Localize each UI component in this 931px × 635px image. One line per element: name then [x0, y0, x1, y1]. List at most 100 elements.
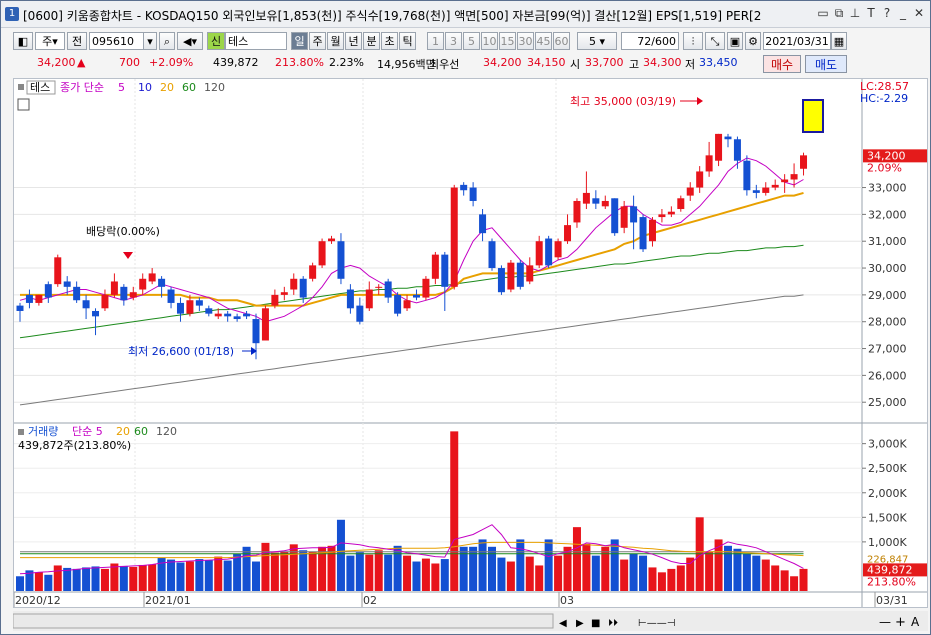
lc-label: LC:28.57	[860, 80, 909, 93]
stock-chart[interactable]: 테스 종가 단순 5 10 20 60 120 LC:28.57HC:-2.2934,2002…	[13, 79, 927, 607]
volume-tick-label: 1,500K	[868, 511, 907, 524]
volume-bar	[403, 555, 412, 591]
candle-body	[365, 289, 373, 309]
ma60-line	[19, 244, 804, 339]
pin-icon[interactable]: ⊥	[849, 6, 861, 20]
price-tick-label: 26,000	[868, 369, 907, 382]
volume-ratio: 213.80%	[275, 56, 324, 69]
candle-icon[interactable]: ⫶	[683, 32, 703, 50]
search-icon[interactable]: ⌕	[159, 32, 175, 50]
price-tick-label: 29,000	[868, 289, 907, 302]
volume-bar	[167, 559, 176, 591]
period-button[interactable]: 일	[291, 32, 308, 50]
restore-icon[interactable]: ⧉	[834, 6, 844, 20]
volume-bar	[761, 559, 770, 591]
candle-body	[535, 241, 543, 266]
volume-bar	[261, 542, 270, 591]
dividend-marker-icon	[123, 252, 133, 259]
close-icon[interactable]: ✕	[913, 6, 925, 20]
candle-body	[271, 294, 279, 306]
interval-button[interactable]: 1	[427, 32, 444, 50]
interval-button[interactable]: 45	[535, 32, 552, 50]
calendar-icon[interactable]: ▦	[831, 32, 847, 50]
volume-bar	[384, 554, 393, 591]
candle-body	[101, 294, 109, 309]
price-tick-label: 32,000	[868, 208, 907, 221]
candle-body	[195, 300, 203, 306]
candle-body	[582, 192, 590, 204]
ma20-line	[20, 191, 804, 307]
price-change: 700	[119, 56, 140, 69]
period-button[interactable]: 년	[345, 32, 362, 50]
candle-body	[715, 133, 723, 161]
help-icon[interactable]: ?	[883, 6, 891, 20]
volume-bar	[53, 565, 62, 591]
candle-body	[497, 268, 505, 293]
period-button[interactable]: 월	[327, 32, 344, 50]
x-axis-label: 03/31	[876, 594, 908, 607]
candle-body	[620, 206, 628, 228]
period-button[interactable]: 주	[309, 32, 326, 50]
volume-bar	[72, 568, 81, 591]
up-arrow-icon: ▲	[77, 56, 86, 69]
volume-bar	[506, 561, 515, 591]
minimize-icon[interactable]: _	[900, 6, 906, 20]
ma-legend-item: 60	[182, 81, 196, 94]
count-field[interactable]: 72/600	[621, 32, 679, 50]
volume-bar	[450, 431, 459, 591]
date-field[interactable]: 2021/03/31	[763, 32, 831, 50]
price-tick-label: 33,000	[868, 182, 907, 195]
stock-name-field[interactable]: 테스	[225, 32, 287, 50]
volume-bar	[138, 564, 147, 591]
candle-body	[328, 238, 336, 242]
crosshair-icon[interactable]: ⤡	[705, 32, 725, 50]
candle-body	[422, 278, 430, 298]
window-icon[interactable]: ▭	[817, 6, 829, 20]
interval-button[interactable]: 60	[553, 32, 570, 50]
candle-body	[724, 136, 732, 140]
code-input[interactable]: 095610	[89, 32, 155, 50]
volume-bar	[157, 557, 166, 591]
text-icon[interactable]: T	[867, 6, 875, 20]
candle-body	[148, 273, 156, 282]
volume-bar	[686, 557, 695, 591]
interval-button[interactable]: 5	[463, 32, 480, 50]
ma5-line	[19, 157, 804, 323]
low-price: 33,450	[699, 56, 738, 69]
stop-icon: ■	[591, 618, 600, 629]
low-arrow-head	[251, 347, 257, 355]
candle-body	[554, 241, 562, 258]
period-button[interactable]: 분	[363, 32, 380, 50]
code-dropdown-icon[interactable]: ▾	[143, 32, 157, 50]
price-tick-label: 25,000	[868, 396, 907, 409]
x-axis-label: 2020/12	[15, 594, 61, 607]
volume-value: 439,872	[213, 56, 259, 69]
candle-body	[507, 262, 515, 290]
buy-button[interactable]: 매수	[763, 55, 801, 73]
volume-bar	[497, 557, 506, 591]
layout-icon[interactable]: ◧	[13, 32, 33, 50]
sell-button[interactable]: 매도	[805, 55, 847, 73]
chart-scrollbar[interactable]: ◀ ▶ ■ ⏵⏵ ⊢——⊣ — + A	[12, 611, 928, 631]
interval-button[interactable]: 15	[499, 32, 516, 50]
chart-area[interactable]: 테스 종가 단순 5 10 20 60 120 LC:28.57 HC:-2.29 34,200 2…	[13, 78, 928, 608]
volume-bar	[82, 567, 91, 591]
volume-bar	[478, 539, 487, 591]
interval-button[interactable]: 10	[481, 32, 498, 50]
volume-bar	[25, 570, 34, 591]
prev-button[interactable]: 전	[67, 32, 87, 50]
interval-button[interactable]: 3	[445, 32, 462, 50]
candle-body	[450, 187, 458, 287]
save-icon[interactable]: ▣	[727, 32, 743, 50]
candle-body	[54, 257, 62, 285]
interval-button[interactable]: 30	[517, 32, 534, 50]
settings-icon[interactable]: ⚙	[745, 32, 761, 50]
period-button[interactable]: 초	[381, 32, 398, 50]
n-select[interactable]: 5 ▾	[577, 32, 617, 50]
period-button[interactable]: 틱	[399, 32, 416, 50]
speaker-icon[interactable]: ◀▾	[177, 32, 203, 50]
volume-bar	[280, 551, 289, 591]
candle-body	[375, 286, 383, 288]
type-select[interactable]: 주▾	[35, 32, 65, 50]
